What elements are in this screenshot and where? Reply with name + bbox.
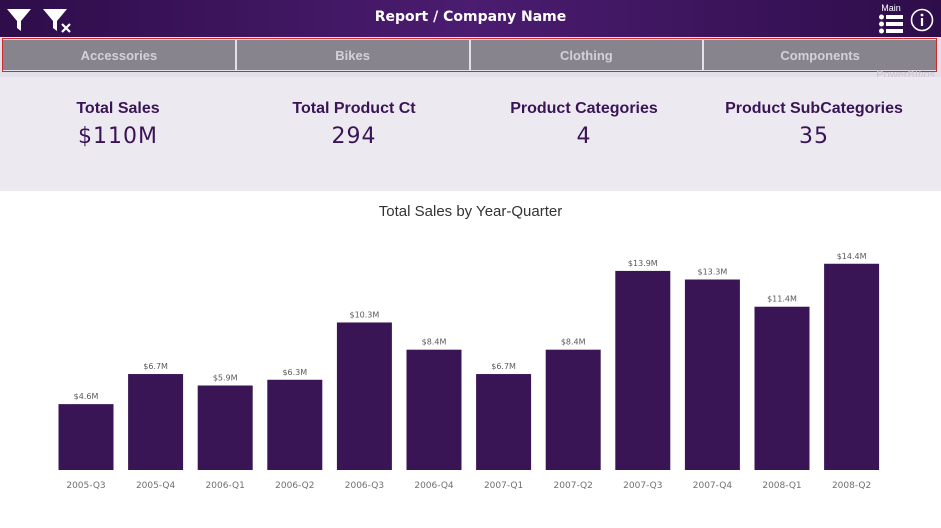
bar-2006-Q3[interactable] bbox=[336, 322, 392, 470]
kpi-total-product-ct: Total Product Ct 294 bbox=[236, 100, 472, 149]
x-tick-label: 2006-Q4 bbox=[414, 481, 454, 491]
x-tick-label: 2007-Q4 bbox=[693, 481, 733, 491]
info-icon[interactable] bbox=[910, 8, 934, 32]
data-label: $14.4M bbox=[837, 252, 867, 261]
kpi-label: Product SubCategories bbox=[725, 100, 903, 117]
x-tick-label: 2007-Q1 bbox=[484, 481, 523, 491]
tab-components[interactable]: Components bbox=[704, 40, 936, 70]
sales-bar-chart: $4.6M 2005-Q3 $6.7M 2005-Q4 $5.9M 2006-Q1 $6.3… bbox=[58, 252, 880, 491]
kpi-band bbox=[0, 77, 941, 191]
kpi-label: Product Categories bbox=[510, 100, 658, 117]
tab-accessories[interactable]: Accessories bbox=[3, 40, 235, 70]
kpi-label: Total Sales bbox=[76, 100, 160, 117]
x-tick-label: 2005-Q4 bbox=[136, 481, 176, 491]
x-tick-label: 2006-Q1 bbox=[206, 481, 245, 491]
data-label: $4.6M bbox=[74, 392, 99, 401]
chart-title: Total Sales by Year-Quarter bbox=[378, 203, 563, 220]
bar-2005-Q4[interactable] bbox=[128, 374, 184, 470]
kpi-product-subcategories: Product SubCategories 35 bbox=[696, 100, 932, 149]
bar-2007-Q1[interactable] bbox=[476, 374, 532, 470]
kpi-value: $110M bbox=[78, 124, 158, 149]
data-label: $6.3M bbox=[282, 368, 307, 377]
x-tick-label: 2007-Q3 bbox=[623, 481, 662, 491]
x-tick-label: 2008-Q2 bbox=[832, 481, 871, 491]
filter-icon[interactable] bbox=[6, 7, 32, 33]
report-title: Report / Company Name bbox=[374, 9, 567, 25]
clear-filter-icon[interactable] bbox=[42, 7, 72, 33]
bar-2006-Q4[interactable] bbox=[406, 349, 462, 470]
kpi-value: 4 bbox=[576, 124, 592, 149]
report-header: Report / Company Name Main bbox=[0, 0, 941, 37]
data-label: $11.4M bbox=[767, 295, 797, 304]
x-tick-label: 2007-Q2 bbox=[554, 481, 593, 491]
data-label: $10.3M bbox=[349, 310, 379, 319]
bar-2006-Q1[interactable] bbox=[197, 385, 253, 470]
kpi-product-categories: Product Categories 4 bbox=[466, 100, 702, 149]
bar-2007-Q3[interactable] bbox=[615, 270, 671, 470]
menu-label: Main bbox=[881, 3, 901, 13]
x-tick-label: 2005-Q3 bbox=[66, 481, 105, 491]
x-tick-label: 2006-Q2 bbox=[275, 481, 314, 491]
kpi-label: Total Product Ct bbox=[292, 100, 416, 117]
bar-2008-Q2[interactable] bbox=[824, 263, 880, 470]
menu-icon bbox=[879, 14, 903, 34]
category-tabs: Accessories Bikes Clothing Components bbox=[3, 40, 936, 70]
bar-2008-Q1[interactable] bbox=[754, 306, 810, 470]
tab-bikes[interactable]: Bikes bbox=[236, 40, 469, 70]
kpi-value: 294 bbox=[331, 124, 377, 149]
data-label: $8.4M bbox=[422, 338, 447, 347]
data-label: $13.9M bbox=[628, 259, 658, 268]
kpi-total-sales: Total Sales $110M bbox=[0, 100, 236, 149]
data-label: $5.9M bbox=[213, 373, 238, 382]
bar-2006-Q2[interactable] bbox=[267, 379, 323, 470]
data-label: $6.7M bbox=[143, 362, 168, 371]
data-label: $6.7M bbox=[491, 362, 516, 371]
x-tick-label: 2006-Q3 bbox=[345, 481, 384, 491]
bar-2007-Q4[interactable] bbox=[684, 279, 740, 470]
bar-2005-Q3[interactable] bbox=[58, 404, 114, 470]
data-label: $13.3M bbox=[697, 268, 727, 277]
bar-2007-Q2[interactable] bbox=[545, 349, 601, 470]
main-menu-button[interactable]: Main bbox=[876, 3, 906, 35]
tab-clothing[interactable]: Clothing bbox=[470, 40, 703, 70]
tab-selection-outline bbox=[2, 38, 937, 72]
kpi-value: 35 bbox=[799, 124, 829, 149]
data-label: $8.4M bbox=[561, 338, 586, 347]
x-tick-label: 2008-Q1 bbox=[762, 481, 801, 491]
